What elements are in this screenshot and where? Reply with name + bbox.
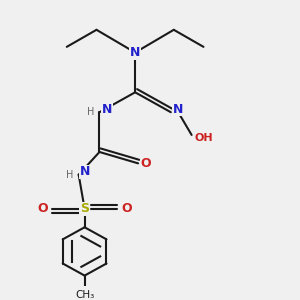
Text: O: O: [121, 202, 131, 215]
Text: S: S: [80, 202, 89, 215]
Text: N: N: [130, 46, 140, 59]
Text: CH₃: CH₃: [75, 290, 94, 300]
Text: H: H: [66, 170, 74, 180]
Text: N: N: [173, 103, 183, 116]
Text: N: N: [102, 103, 112, 116]
Text: O: O: [140, 157, 151, 170]
Text: H: H: [87, 107, 94, 117]
Text: OH: OH: [194, 133, 213, 143]
Text: O: O: [38, 202, 48, 215]
Text: N: N: [80, 165, 90, 178]
